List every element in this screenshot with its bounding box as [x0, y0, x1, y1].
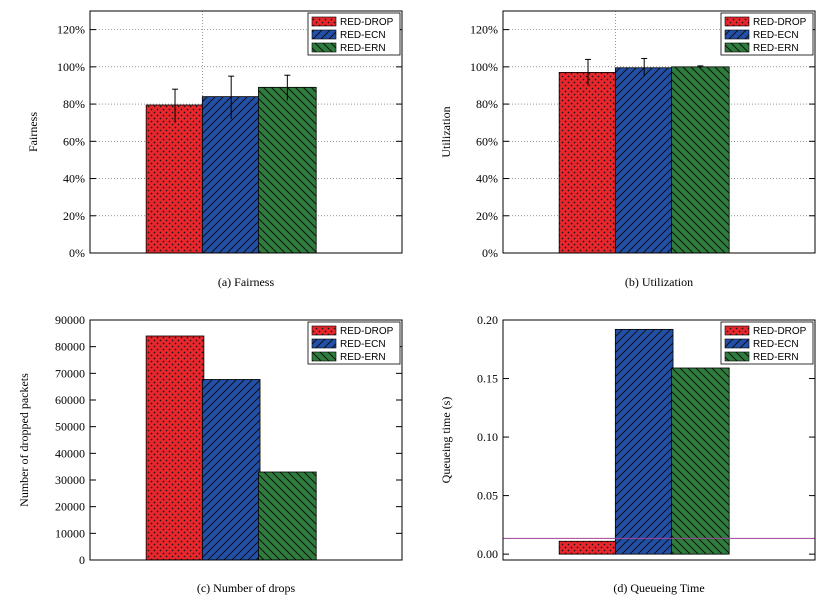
- y-axis-label: Number of dropped packets: [17, 373, 31, 507]
- chart-caption: (d) Queueing Time: [613, 581, 704, 595]
- y-tick-label: 30000: [55, 473, 85, 487]
- y-tick-label: 0.10: [477, 430, 498, 444]
- legend-swatch-red-ecn: [724, 338, 750, 349]
- y-axis-label: Queueing time (s): [439, 397, 453, 484]
- legend-label-red-ern: RED-ERN: [340, 352, 386, 363]
- legend: RED-DROP RED-ECN RED-ERN: [307, 12, 401, 56]
- y-tick-label: 20%: [476, 209, 498, 223]
- legend-label-red-ecn: RED-ECN: [340, 30, 386, 41]
- y-tick-label: 0.00: [477, 547, 498, 561]
- bar-red-ecn: [201, 379, 261, 561]
- legend-swatch-red-drop: [724, 325, 750, 336]
- y-tick-label: 40000: [55, 446, 85, 460]
- bar-red-ecn: [201, 96, 261, 254]
- legend-label-red-ern: RED-ERN: [753, 43, 799, 54]
- y-tick-label: 40%: [476, 172, 498, 186]
- y-tick-label: 50000: [55, 420, 85, 434]
- y-tick-label: 120%: [470, 23, 498, 37]
- chart-caption: (b) Utilization: [625, 275, 693, 289]
- bar-red-ern: [258, 86, 317, 254]
- legend-swatch-red-ecn: [724, 29, 750, 40]
- chart-panel-b: 0% 20% 40% 60% 80% 100% 120% Utilization (b) Uti…: [439, 10, 816, 289]
- legend-swatch-red-ern: [724, 42, 750, 53]
- y-tick-label: 70000: [55, 366, 85, 380]
- y-tick-label: 20000: [55, 500, 85, 514]
- legend-swatch-red-ern: [724, 351, 750, 362]
- chart-panel-a: 0% 20% 40% 60% 80% 100% 120% Fairness (a) Fairne…: [26, 10, 403, 289]
- y-tick-label: 0%: [482, 246, 498, 260]
- legend: RED-DROP RED-ECN RED-ERN: [720, 12, 814, 56]
- legend: RED-DROP RED-ECN RED-ERN: [720, 321, 814, 365]
- plot-frame: [502, 10, 816, 254]
- y-tick-label: 100%: [470, 60, 498, 74]
- y-tick-label: 100%: [57, 60, 85, 74]
- bar-red-ern: [671, 367, 730, 555]
- y-tick-label: 40%: [63, 172, 85, 186]
- y-tick-label: 80%: [476, 97, 498, 111]
- legend-swatch-red-drop: [311, 16, 337, 27]
- bar-red-ecn: [614, 67, 674, 254]
- y-tick-label: 120%: [57, 23, 85, 37]
- plot-frame: [89, 319, 403, 561]
- legend-label-red-ern: RED-ERN: [753, 352, 799, 363]
- bar-red-ern: [671, 66, 730, 254]
- y-tick-label: 60000: [55, 393, 85, 407]
- y-tick-label: 10000: [55, 526, 85, 540]
- y-tick-label: 60%: [63, 134, 85, 148]
- legend-label-red-drop: RED-DROP: [340, 17, 394, 28]
- bar-red-ern: [258, 471, 317, 561]
- legend-label-red-ecn: RED-ECN: [340, 339, 386, 350]
- y-tick-label: 80000: [55, 340, 85, 354]
- bar-red-ecn: [614, 328, 674, 555]
- y-axis-label: Fairness: [26, 112, 40, 152]
- legend-swatch-red-ern: [311, 42, 337, 53]
- legend-label-red-ecn: RED-ECN: [753, 339, 799, 350]
- legend-label-red-ecn: RED-ECN: [753, 30, 799, 41]
- y-tick-label: 0.20: [477, 313, 498, 327]
- legend-label-red-drop: RED-DROP: [753, 326, 807, 337]
- plot-frame: [89, 10, 403, 254]
- y-tick-label: 0: [79, 553, 85, 567]
- legend-swatch-red-drop: [724, 16, 750, 27]
- y-axis-label: Utilization: [439, 106, 453, 157]
- chart-panel-c: 0 10000 20000 30000 40000 50000 60000 70000 8000…: [17, 313, 403, 595]
- chart-caption: (a) Fairness: [218, 275, 275, 289]
- legend-swatch-red-drop: [311, 325, 337, 336]
- legend-label-red-drop: RED-DROP: [340, 326, 394, 337]
- bar-red-drop: [558, 540, 618, 555]
- y-tick-label: 90000: [55, 313, 85, 327]
- y-tick-label: 80%: [63, 97, 85, 111]
- y-tick-label: 20%: [63, 209, 85, 223]
- y-tick-label: 0.15: [477, 372, 498, 386]
- legend-label-red-drop: RED-DROP: [753, 17, 807, 28]
- bar-red-drop: [145, 335, 205, 561]
- chart-caption: (c) Number of drops: [197, 581, 296, 595]
- y-tick-label: 0.05: [477, 489, 498, 503]
- y-tick-label: 0%: [69, 246, 85, 260]
- bar-red-drop: [145, 104, 205, 254]
- plot-frame: [502, 319, 816, 561]
- chart-panel-d: 0.00 0.05 0.10 0.15 0.20 Queueing time (s) (d)…: [439, 313, 816, 595]
- bar-red-drop: [558, 72, 618, 254]
- legend-swatch-red-ern: [311, 351, 337, 362]
- y-tick-label: 60%: [476, 134, 498, 148]
- legend: RED-DROP RED-ECN RED-ERN: [307, 321, 401, 365]
- legend-swatch-red-ecn: [311, 338, 337, 349]
- legend-label-red-ern: RED-ERN: [340, 43, 386, 54]
- legend-swatch-red-ecn: [311, 29, 337, 40]
